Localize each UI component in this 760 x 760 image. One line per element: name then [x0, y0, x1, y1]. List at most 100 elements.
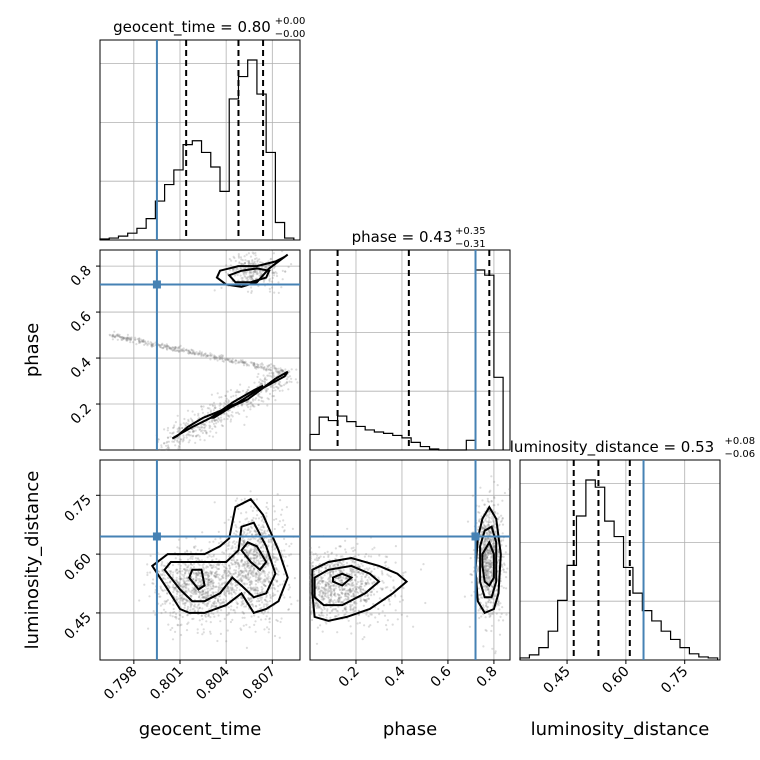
scatter-point [233, 532, 236, 535]
scatter-point [265, 596, 268, 599]
scatter-point [273, 364, 276, 368]
scatter-point [208, 578, 211, 581]
scatter-point [122, 336, 125, 339]
scatter-point [489, 566, 492, 569]
scatter-point [337, 577, 340, 580]
scatter-point [197, 353, 200, 356]
scatter-point [214, 596, 217, 600]
scatter-point [488, 593, 491, 596]
scatter-point [265, 378, 268, 381]
scatter-point [172, 440, 176, 443]
scatter-point [197, 604, 200, 607]
contour-line [207, 384, 264, 419]
scatter-point [233, 589, 236, 592]
scatter-point [238, 261, 241, 264]
scatter-point [316, 582, 320, 585]
scatter-point [281, 370, 284, 373]
scatter-point [265, 389, 268, 392]
scatter-point [362, 572, 365, 575]
scatter-point [223, 401, 226, 404]
scatter-point [490, 571, 493, 574]
scatter-point [505, 613, 508, 616]
scatter-point [332, 573, 335, 576]
scatter-point [173, 438, 176, 441]
scatter-point [271, 587, 274, 590]
scatter-point [343, 606, 346, 609]
scatter-point [205, 566, 208, 569]
scatter-point [494, 523, 497, 526]
scatter-point [263, 381, 267, 384]
panel-title-sup: +0.00 [275, 16, 306, 27]
scatter-point [238, 390, 241, 394]
scatter-point [231, 360, 234, 363]
scatter-point [241, 389, 245, 392]
scatter-point [355, 588, 358, 591]
scatter-point [241, 602, 244, 605]
scatter-point [221, 359, 224, 363]
scatter-point [319, 575, 323, 579]
scatter-point [236, 562, 239, 565]
scatter-point [135, 343, 138, 346]
scatter-point [185, 586, 188, 589]
scatter-point [362, 598, 365, 601]
scatter-point [337, 563, 340, 566]
scatter-point [226, 544, 229, 548]
scatter-point [221, 575, 224, 578]
scatter-point [264, 618, 267, 621]
scatter-point [329, 575, 332, 579]
scatter-point [266, 554, 269, 557]
scatter-point [233, 609, 236, 612]
scatter-point [191, 617, 194, 621]
scatter-point [265, 387, 268, 390]
scatter-point [486, 578, 489, 581]
scatter-point [202, 354, 205, 357]
scatter-point [484, 556, 487, 559]
scatter-point [288, 586, 291, 589]
scatter-point [200, 578, 203, 582]
scatter-point [242, 364, 246, 367]
scatter-point [272, 364, 275, 367]
scatter-point [249, 566, 252, 569]
scatter-point [492, 524, 495, 527]
scatter-point [489, 532, 492, 535]
scatter-point [205, 431, 208, 434]
scatter-point [251, 404, 254, 407]
scatter-point [169, 571, 172, 574]
scatter-point [198, 580, 201, 583]
scatter-point [277, 370, 280, 373]
scatter-point [173, 348, 176, 351]
scatter-point [250, 291, 253, 294]
scatter-point [381, 587, 384, 590]
scatter-point [205, 431, 208, 434]
scatter-point [174, 444, 177, 447]
scatter-point [234, 259, 237, 263]
scatter-point [176, 349, 179, 352]
scatter-point [175, 349, 178, 352]
scatter-point [223, 571, 226, 574]
scatter-point [327, 563, 330, 566]
scatter-point [178, 584, 181, 587]
scatter-point [252, 362, 255, 365]
scatter-point [334, 615, 337, 618]
scatter-point [487, 551, 490, 554]
scatter-point [186, 600, 189, 603]
scatter-point [171, 586, 174, 589]
scatter-point [189, 434, 192, 437]
scatter-point [482, 583, 485, 586]
scatter-point [350, 579, 353, 582]
scatter-point [253, 529, 256, 532]
scatter-point [230, 359, 233, 362]
scatter-point [160, 588, 164, 592]
scatter-point [212, 591, 215, 594]
scatter-point [224, 566, 227, 569]
scatter-point [223, 418, 226, 421]
scatter-point [254, 263, 257, 266]
scatter-point [319, 590, 322, 593]
scatter-point [186, 582, 189, 586]
scatter-point [353, 555, 356, 558]
scatter-point [197, 412, 200, 415]
scatter-point [262, 570, 265, 573]
scatter-point [221, 563, 224, 566]
scatter-point [177, 581, 180, 584]
scatter-point [278, 389, 281, 392]
